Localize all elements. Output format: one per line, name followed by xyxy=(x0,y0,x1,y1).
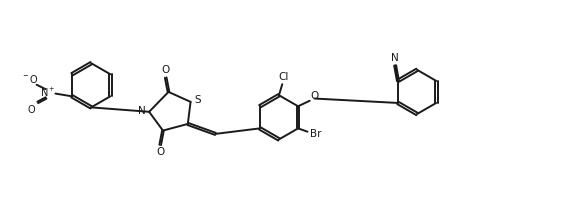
Text: O: O xyxy=(27,105,35,115)
Text: O: O xyxy=(162,65,170,75)
Text: S: S xyxy=(194,95,201,105)
Text: N: N xyxy=(138,106,146,116)
Text: Cl: Cl xyxy=(278,72,289,82)
Text: $\mathregular{N^+}$: $\mathregular{N^+}$ xyxy=(41,86,56,99)
Text: O: O xyxy=(156,147,164,157)
Text: $\mathregular{^-O}$: $\mathregular{^-O}$ xyxy=(21,73,39,85)
Text: O: O xyxy=(310,91,319,101)
Text: Br: Br xyxy=(310,130,321,139)
Text: N: N xyxy=(392,53,399,63)
